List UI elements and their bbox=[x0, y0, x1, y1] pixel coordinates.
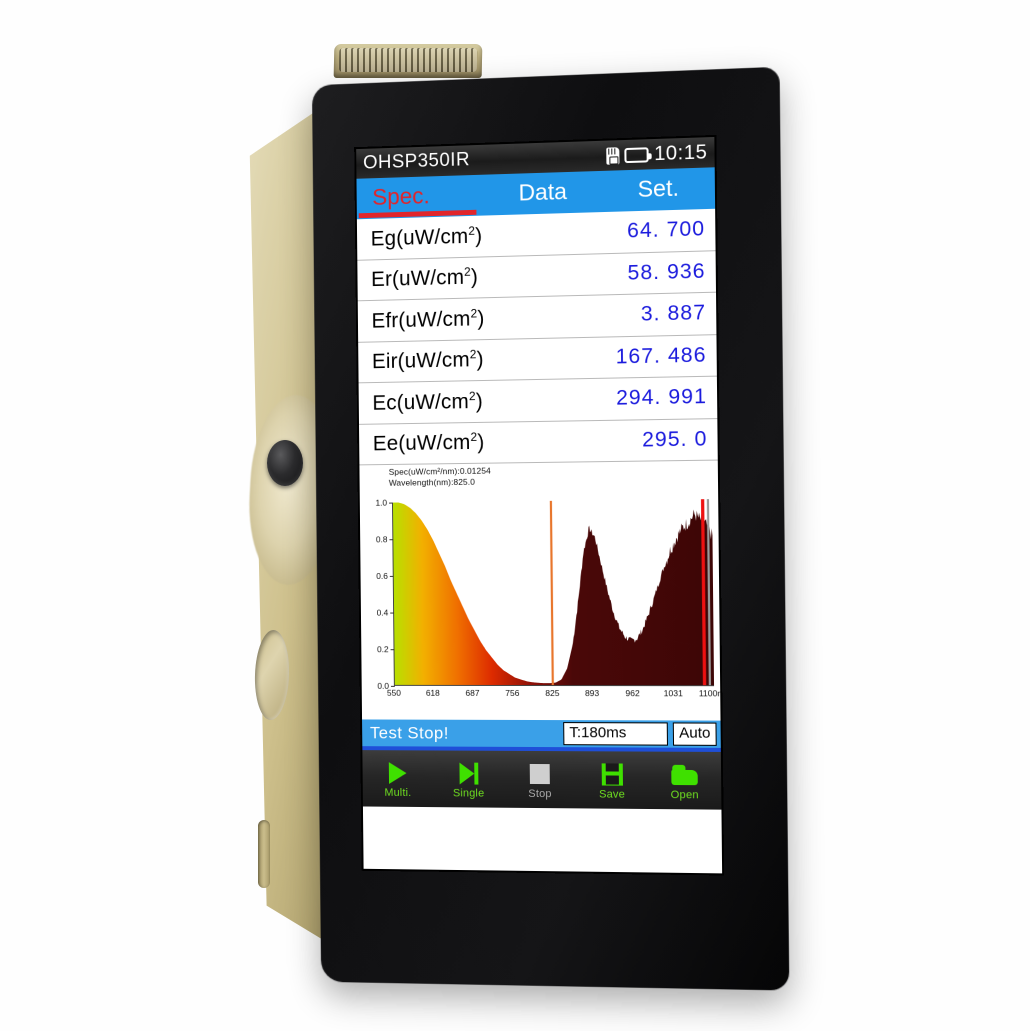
spectrum-chart[interactable]: Spec(uW/cm²/nm):0.01254 Wavelength(nm):8… bbox=[359, 460, 723, 721]
row-label-er: Er(uW/cm2) bbox=[371, 264, 479, 292]
y-tick-label: 1.0 bbox=[375, 497, 388, 508]
floppy-disk-icon bbox=[601, 762, 623, 786]
y-tick-mark bbox=[390, 649, 395, 651]
y-tick-mark bbox=[389, 502, 393, 504]
row-value-ec: 294. 991 bbox=[616, 385, 708, 410]
row-label-efr: Efr(uW/cm2) bbox=[371, 306, 485, 333]
row-value-ee: 295. 0 bbox=[642, 427, 708, 452]
row-value-efr: 3. 887 bbox=[640, 301, 707, 326]
y-tick-label: 0.8 bbox=[375, 534, 388, 545]
toolbar-label-single: Single bbox=[452, 787, 485, 800]
plot-canvas[interactable] bbox=[391, 499, 715, 687]
toolbar-button-single[interactable]: Single bbox=[435, 761, 502, 800]
toolbar-button-open[interactable]: Open bbox=[650, 763, 719, 802]
bottom-toolbar: Multi. Single Stop Save Open bbox=[362, 750, 722, 810]
status-message: Test Stop! bbox=[369, 722, 449, 743]
row-value-eg: 64. 700 bbox=[627, 217, 706, 243]
toolbar-button-stop[interactable]: Stop bbox=[506, 762, 574, 800]
x-tick-label: 1100nm bbox=[698, 688, 723, 699]
x-tick-label: 687 bbox=[465, 687, 480, 698]
y-tick-label: 0.6 bbox=[376, 570, 388, 581]
sd-card-icon bbox=[606, 146, 620, 165]
toolbar-button-multi[interactable]: Multi. bbox=[364, 761, 431, 799]
row-label-ee: Ee(uW/cm2) bbox=[372, 430, 485, 456]
x-tick-label: 618 bbox=[425, 687, 440, 698]
tab-data[interactable]: Data bbox=[518, 177, 568, 206]
auto-mode-button[interactable]: Auto bbox=[672, 722, 717, 746]
row-label-eg: Eg(uW/cm2) bbox=[370, 223, 483, 251]
tab-set[interactable]: Set. bbox=[637, 173, 680, 202]
readout-table: Eg(uW/cm2) 64. 700 Er(uW/cm2) 58. 936 Ef… bbox=[356, 208, 718, 466]
toolbar-label-stop: Stop bbox=[528, 787, 552, 801]
x-tick-label: 756 bbox=[505, 687, 520, 698]
y-tick-label: 0.4 bbox=[376, 607, 389, 618]
adjustment-knob[interactable] bbox=[333, 44, 483, 78]
device-screen: OHSP350IR 10:15 Spec. Data Set. Eg(uW/cm… bbox=[356, 136, 723, 874]
toolbar-label-save: Save bbox=[598, 788, 626, 801]
toolbar-button-save[interactable]: Save bbox=[578, 762, 647, 801]
y-tick-mark bbox=[390, 612, 395, 614]
y-tick-mark bbox=[389, 575, 394, 577]
y-tick-mark bbox=[389, 539, 394, 541]
status-fields: T:180ms Auto bbox=[563, 722, 717, 746]
row-value-er: 58. 936 bbox=[627, 259, 706, 285]
play-icon bbox=[388, 761, 407, 785]
spectrum-svg bbox=[392, 499, 715, 686]
knob-ridges bbox=[338, 48, 478, 72]
x-axis-labels: 550 618 687 756 825 893 962 1031 1100nm bbox=[387, 687, 722, 703]
row-label-ec: Ec(uW/cm2) bbox=[372, 388, 483, 415]
x-tick-label: 1031 bbox=[663, 688, 683, 699]
page-title: OHSP350IR bbox=[363, 149, 471, 174]
x-tick-label: 893 bbox=[584, 688, 600, 699]
x-tick-label: 825 bbox=[545, 688, 560, 699]
y-tick-label: 0.2 bbox=[377, 644, 389, 655]
play-to-end-icon bbox=[458, 762, 478, 786]
x-tick-label: 550 bbox=[386, 687, 401, 698]
row-label-eir: Eir(uW/cm2) bbox=[371, 347, 484, 374]
row-value-eir: 167. 486 bbox=[615, 343, 707, 369]
table-row: Ee(uW/cm2) 295. 0 bbox=[359, 418, 718, 466]
table-row: Eir(uW/cm2) 167. 486 bbox=[358, 334, 717, 384]
wavelength-cursor[interactable] bbox=[551, 501, 553, 685]
battery-icon bbox=[624, 146, 650, 163]
x-tick-label: 962 bbox=[625, 688, 640, 699]
tab-spec[interactable]: Spec. bbox=[357, 180, 484, 214]
status-icons: 10:15 bbox=[606, 140, 708, 167]
exposure-time-field[interactable]: T:180ms bbox=[563, 722, 669, 746]
y-tick-mark bbox=[390, 685, 395, 687]
range-marker[interactable] bbox=[703, 499, 705, 685]
power-button[interactable] bbox=[267, 440, 303, 486]
plot-wrapper: 0.0 0.2 0.4 0.6 0.8 1.0 550 618 687 756 825 893 962… bbox=[360, 498, 723, 721]
status-bar: Test Stop! T:180ms Auto bbox=[362, 719, 721, 752]
port-slot bbox=[258, 820, 270, 888]
clock-label: 10:15 bbox=[653, 140, 708, 165]
table-row: Ec(uW/cm2) 294. 991 bbox=[358, 376, 718, 425]
stop-square-icon bbox=[529, 762, 550, 786]
toolbar-label-multi: Multi. bbox=[384, 786, 412, 799]
folder-open-icon bbox=[671, 763, 698, 787]
toolbar-label-open: Open bbox=[670, 789, 699, 802]
y-axis-labels: 0.0 0.2 0.4 0.6 0.8 1.0 bbox=[362, 498, 391, 691]
